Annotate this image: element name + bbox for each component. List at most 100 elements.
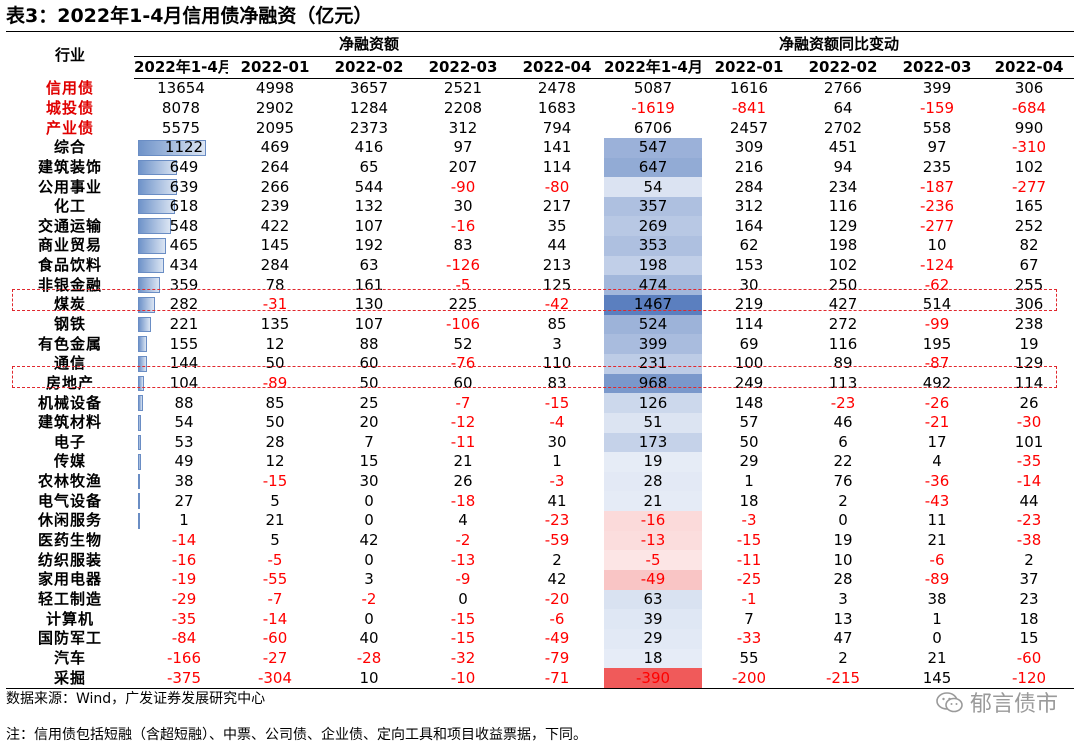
cell-value: 69 [739, 334, 759, 353]
cell-value: -5 [267, 550, 283, 569]
cell-value: 219 [734, 295, 764, 314]
bar-cell: 38 [134, 472, 228, 492]
cell-value: 144 [169, 354, 199, 373]
cell-value: 28 [833, 570, 853, 589]
cell-value: 0 [364, 491, 374, 510]
cell-value: 44 [1019, 491, 1039, 510]
cell-value: 2457 [729, 118, 769, 137]
industry-name: 化工 [53, 197, 86, 216]
cell-value: -187 [919, 177, 955, 196]
heat-cell: -13 [604, 530, 703, 551]
cell-value: -55 [262, 570, 288, 589]
table-row: 交通运输 548 422 107 -16 35 269 164 129 -277 252 [6, 216, 1074, 237]
cell-value: 4 [932, 452, 942, 471]
cell-value: 21 [927, 648, 947, 667]
cell-value: 116 [828, 334, 858, 353]
heat-cell: 51 [604, 412, 703, 433]
bar-cell: -166 [134, 649, 228, 669]
industry-name: 煤炭 [53, 295, 86, 314]
cell-value: 114 [542, 157, 572, 176]
cell-value: -3 [741, 511, 757, 530]
table-title: 表3：2022年1-4月信用债净融资（亿元） [6, 5, 373, 27]
cell-value: -15 [736, 531, 762, 550]
cell-value: 1683 [537, 98, 577, 117]
cell-value: -304 [228, 668, 322, 689]
cell-value: 1122 [164, 138, 204, 157]
cell-value: -23 [544, 511, 570, 530]
bar-cell: 155 [134, 334, 228, 354]
cell-value: 4 [458, 511, 468, 530]
summary-row: 城投债 8078 2902 1284 2208 1683 -1619 -841 64 -159 -6… [6, 99, 1074, 119]
cell-value: 148 [734, 393, 764, 412]
cell-value: 1 [552, 452, 562, 471]
table-row: 传媒 49 12 15 21 1 19 29 22 4 -35 [6, 452, 1074, 472]
cell-value: -19 [171, 570, 197, 589]
heat-cell: 21 [604, 491, 703, 512]
bar-cell: -14 [134, 531, 228, 551]
cell-value: 192 [354, 236, 384, 255]
cell-value: -10 [416, 668, 510, 689]
cell-value: -159 [919, 98, 955, 117]
cell-value: 422 [260, 216, 290, 235]
industry-name: 交通运输 [37, 216, 102, 235]
cell-value: 35 [547, 216, 567, 235]
data-bar [138, 139, 206, 156]
cell-value: -11 [450, 432, 476, 451]
cell-value: 234 [828, 177, 858, 196]
industry-name: 综合 [53, 138, 86, 157]
cell-value: 27 [174, 491, 194, 510]
bar-cell: 639 [134, 177, 228, 197]
cell-value: 0 [364, 511, 374, 530]
cell-value: -310 [1012, 138, 1047, 157]
cell-value: 114 [734, 315, 764, 333]
cell-value: -33 [736, 629, 762, 648]
cell-value: 5575 [161, 118, 201, 137]
cell-value: -35 [171, 609, 197, 628]
cell-value: 132 [354, 197, 384, 216]
cell-value: 100 [734, 354, 764, 373]
cell-value: 284 [734, 177, 764, 196]
cell-value: 7 [744, 609, 754, 628]
cell-value: 101 [1014, 432, 1044, 451]
cell-value: 135 [260, 315, 290, 333]
cell-value: 399 [922, 79, 952, 98]
heat-cell: 547 [604, 137, 703, 158]
data-bar [138, 257, 165, 274]
data-bar [138, 493, 140, 510]
heat-cell: 357 [604, 196, 703, 217]
industry-name: 公用事业 [37, 177, 102, 196]
cell-value: 0 [364, 550, 374, 569]
cell-value: 548 [169, 216, 199, 235]
cell-value: 88 [174, 393, 194, 412]
cell-value: 12 [265, 452, 285, 471]
heat-cell: 63 [604, 589, 703, 610]
cell-value: 47 [833, 629, 853, 648]
industry-name: 医药生物 [37, 531, 102, 550]
cell-value: -21 [924, 413, 950, 432]
cell-value: 42 [547, 570, 567, 589]
cell-value: 309 [734, 138, 764, 157]
cell-value: 198 [828, 236, 858, 255]
cell-value: 89 [833, 354, 853, 373]
bar-cell: 548 [134, 216, 228, 236]
cell-value: 221 [169, 315, 199, 333]
cell-value: 434 [169, 256, 199, 275]
cell-value: -14 [171, 531, 197, 550]
cell-value: 10 [927, 236, 947, 255]
cell-value: -87 [924, 354, 950, 373]
cell-value: 30 [547, 432, 567, 451]
bar-cell: -375 [134, 668, 228, 689]
cell-value: 85 [265, 393, 285, 412]
cell-value: 2902 [255, 98, 295, 117]
cell-value: 1 [744, 472, 754, 491]
bar-cell: 1 [134, 511, 228, 531]
header-group-net-financing: 净融资额 [134, 31, 605, 57]
cell-value: -7 [455, 393, 471, 412]
cell-value: 282 [169, 295, 199, 314]
cell-value: 85 [547, 315, 567, 333]
cell-value: 64 [833, 98, 853, 117]
heat-cell: -390 [604, 668, 703, 689]
cell-value: 2702 [823, 118, 863, 137]
cell-value: 7 [364, 432, 374, 451]
cell-value: 102 [828, 256, 858, 275]
